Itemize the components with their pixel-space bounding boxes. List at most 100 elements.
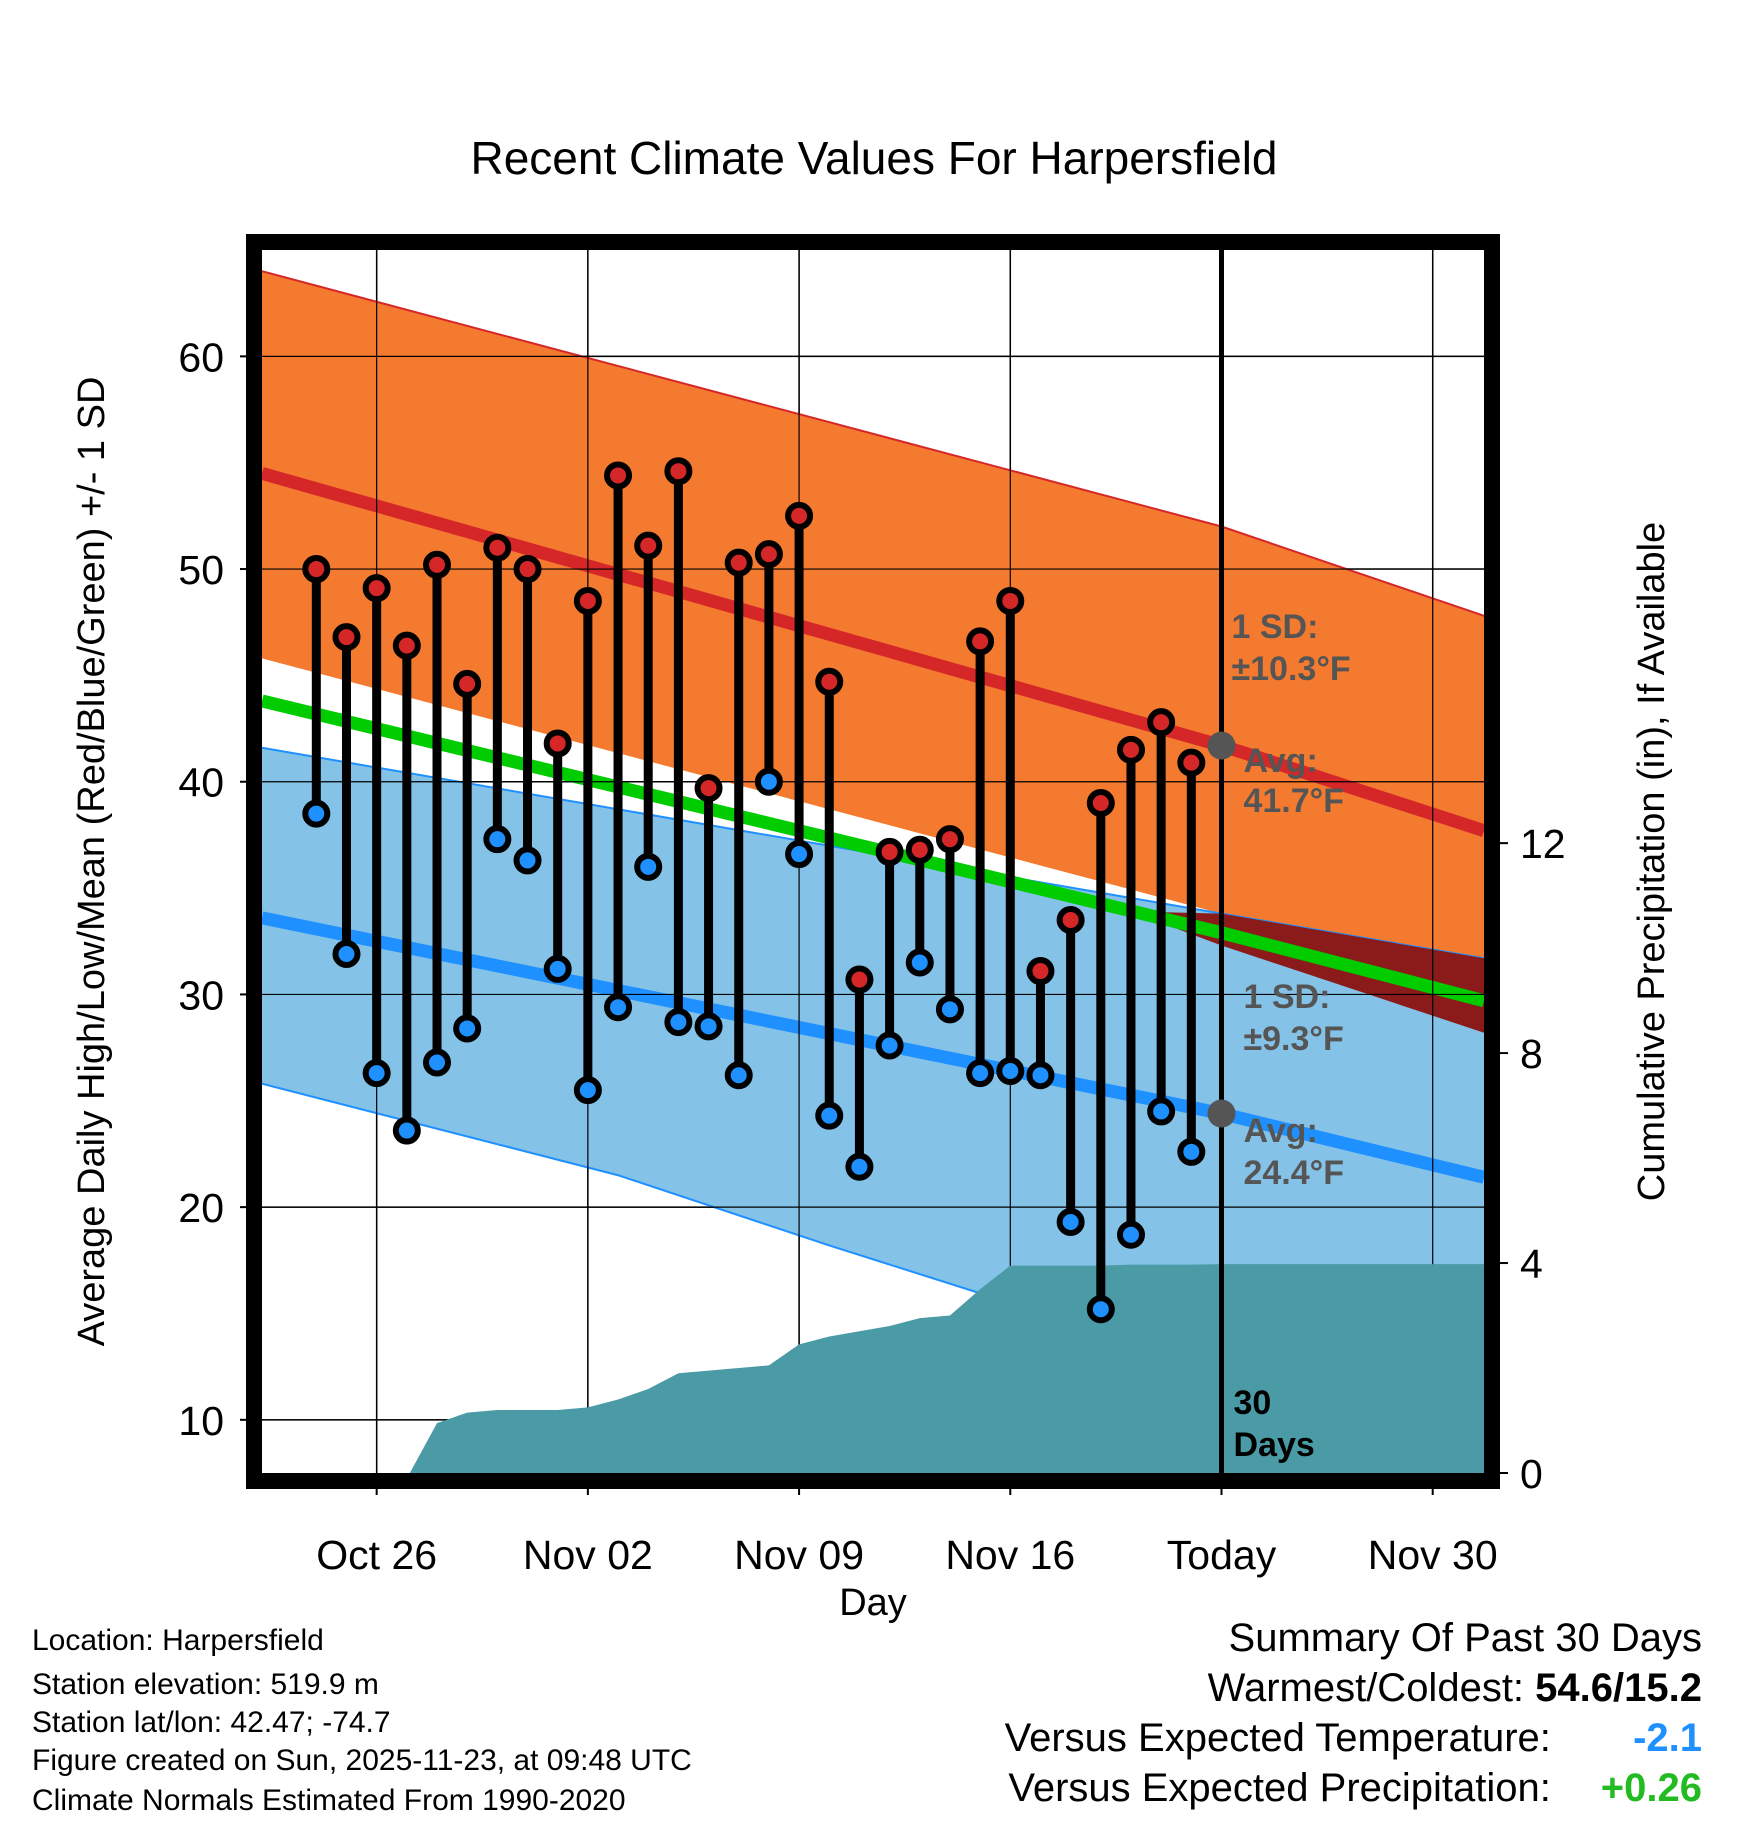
x-tick-label: Nov 02 [523,1532,653,1578]
created-text: Figure created on Sun, 2025-11-23, at 09… [32,1744,692,1777]
high-avg-value: 41.7°F [1243,782,1344,820]
y-tick-label: 10 [178,1398,224,1444]
daily-high-point [543,729,572,758]
daily-high-point [875,837,904,866]
elevation-text: Station elevation: 519.9 m [32,1668,379,1701]
x-tick-label: Oct 26 [316,1532,437,1578]
daily-low-point [724,1061,753,1090]
daily-high-point [302,555,331,584]
summary-heading: Summary Of Past 30 Days [1228,1616,1702,1660]
daily-low-point [332,940,361,969]
daily-high-point [905,835,934,864]
low-sd-value: ±9.3°F [1243,1020,1343,1058]
daily-low-point [935,995,964,1024]
temp-value: -2.1 [1633,1716,1702,1760]
daily-low-point [875,1031,904,1060]
daily-high-point [362,574,391,603]
daily-low-point [1026,1061,1055,1090]
daily-high-point [935,825,964,854]
y2-tick-label: 4 [1520,1241,1543,1287]
high-avg-marker [1207,731,1236,760]
y-axis-label: Average Daily High/Low/Mean (Red/Blue/Gr… [71,377,113,1347]
daily-high-point [392,631,421,660]
daily-low-point [634,852,663,881]
temp-label: Versus Expected Temperature: [1004,1716,1551,1760]
daily-high-point [1056,905,1085,934]
daily-low-point [845,1152,874,1181]
daily-high-point [1116,735,1145,764]
plot-frame [246,234,1500,1489]
daily-high-point [1147,708,1176,737]
daily-high-point [996,586,1025,615]
summary-warm-cold: Warmest/Coldest: 54.6/15.2 [1208,1666,1702,1711]
daily-high-point [754,540,783,569]
daily-low-point [453,1014,482,1043]
daily-low-point [694,1012,723,1041]
daily-low-point [483,825,512,854]
summary-precip: Versus Expected Precipitation: +0.26 [1008,1766,1702,1811]
y-tick-label: 20 [178,1185,224,1231]
daily-high-point [815,667,844,696]
daily-low-point [392,1116,421,1145]
y-tick-label: 30 [178,972,224,1018]
normals-text: Climate Normals Estimated From 1990-2020 [32,1784,626,1817]
x-axis-label: Day [839,1582,907,1624]
daily-high-point [694,774,723,803]
daily-high-point [966,627,995,656]
daily-high-point [1026,957,1055,986]
daily-high-point [573,586,602,615]
daily-high-point [423,550,452,579]
daily-low-point [1116,1220,1145,1249]
daily-low-point [996,1057,1025,1086]
high-sd-label: 1 SD: [1231,608,1318,646]
low-avg-marker [1207,1099,1236,1128]
daily-low-point [754,767,783,796]
x-tick-label: Today [1167,1532,1277,1578]
x-tick-label: Nov 09 [734,1532,864,1578]
daily-high-point [483,533,512,562]
low-avg-label: Avg: [1243,1112,1317,1150]
low-avg-value: 24.4°F [1243,1154,1344,1192]
daily-low-point [604,993,633,1022]
y-tick-label: 60 [178,334,224,380]
chart-title: Recent Climate Values For Harpersfield [470,132,1277,184]
window-label-number: 30 [1233,1384,1271,1422]
warm-cold-value: 54.6/15.2 [1535,1666,1702,1710]
precip-label: Versus Expected Precipitation: [1008,1766,1551,1810]
daily-low-point [815,1101,844,1130]
daily-high-point [634,531,663,560]
daily-low-point [1056,1208,1085,1237]
daily-high-point [785,501,814,530]
low-sd-band [262,747,1484,1310]
low-sd-label: 1 SD: [1243,978,1330,1016]
y2-axis-label: Cumulative Precipitation (in), If Availa… [1631,522,1673,1201]
daily-low-point [1147,1097,1176,1126]
high-sd-value: ±10.3°F [1231,650,1350,688]
daily-low-point [1177,1137,1206,1166]
y-tick-label: 40 [178,760,224,806]
daily-low-point [302,799,331,828]
daily-low-point [362,1059,391,1088]
daily-low-point [423,1048,452,1077]
latlon-text: Station lat/lon: 42.47; -74.7 [32,1706,391,1739]
daily-high-point [453,669,482,698]
daily-high-point [332,623,361,652]
location-text: Location: Harpersfield [32,1624,324,1657]
daily-low-point [513,846,542,875]
daily-low-point [573,1076,602,1105]
daily-low-point [664,1008,693,1037]
y-tick-label: 50 [178,547,224,593]
daily-high-point [664,457,693,486]
daily-high-point [604,461,633,490]
window-label-days: Days [1233,1426,1314,1464]
high-avg-label: Avg: [1243,742,1317,780]
precip-area [409,1264,1484,1473]
y2-tick-label: 12 [1520,821,1566,867]
daily-low-point [1086,1295,1115,1324]
precip-value: +0.26 [1600,1766,1702,1810]
warm-cold-label: Warmest/Coldest: [1207,1666,1525,1710]
daily-low-point [785,840,814,869]
daily-high-point [513,555,542,584]
summary-temp: Versus Expected Temperature: -2.1 [1005,1716,1702,1761]
